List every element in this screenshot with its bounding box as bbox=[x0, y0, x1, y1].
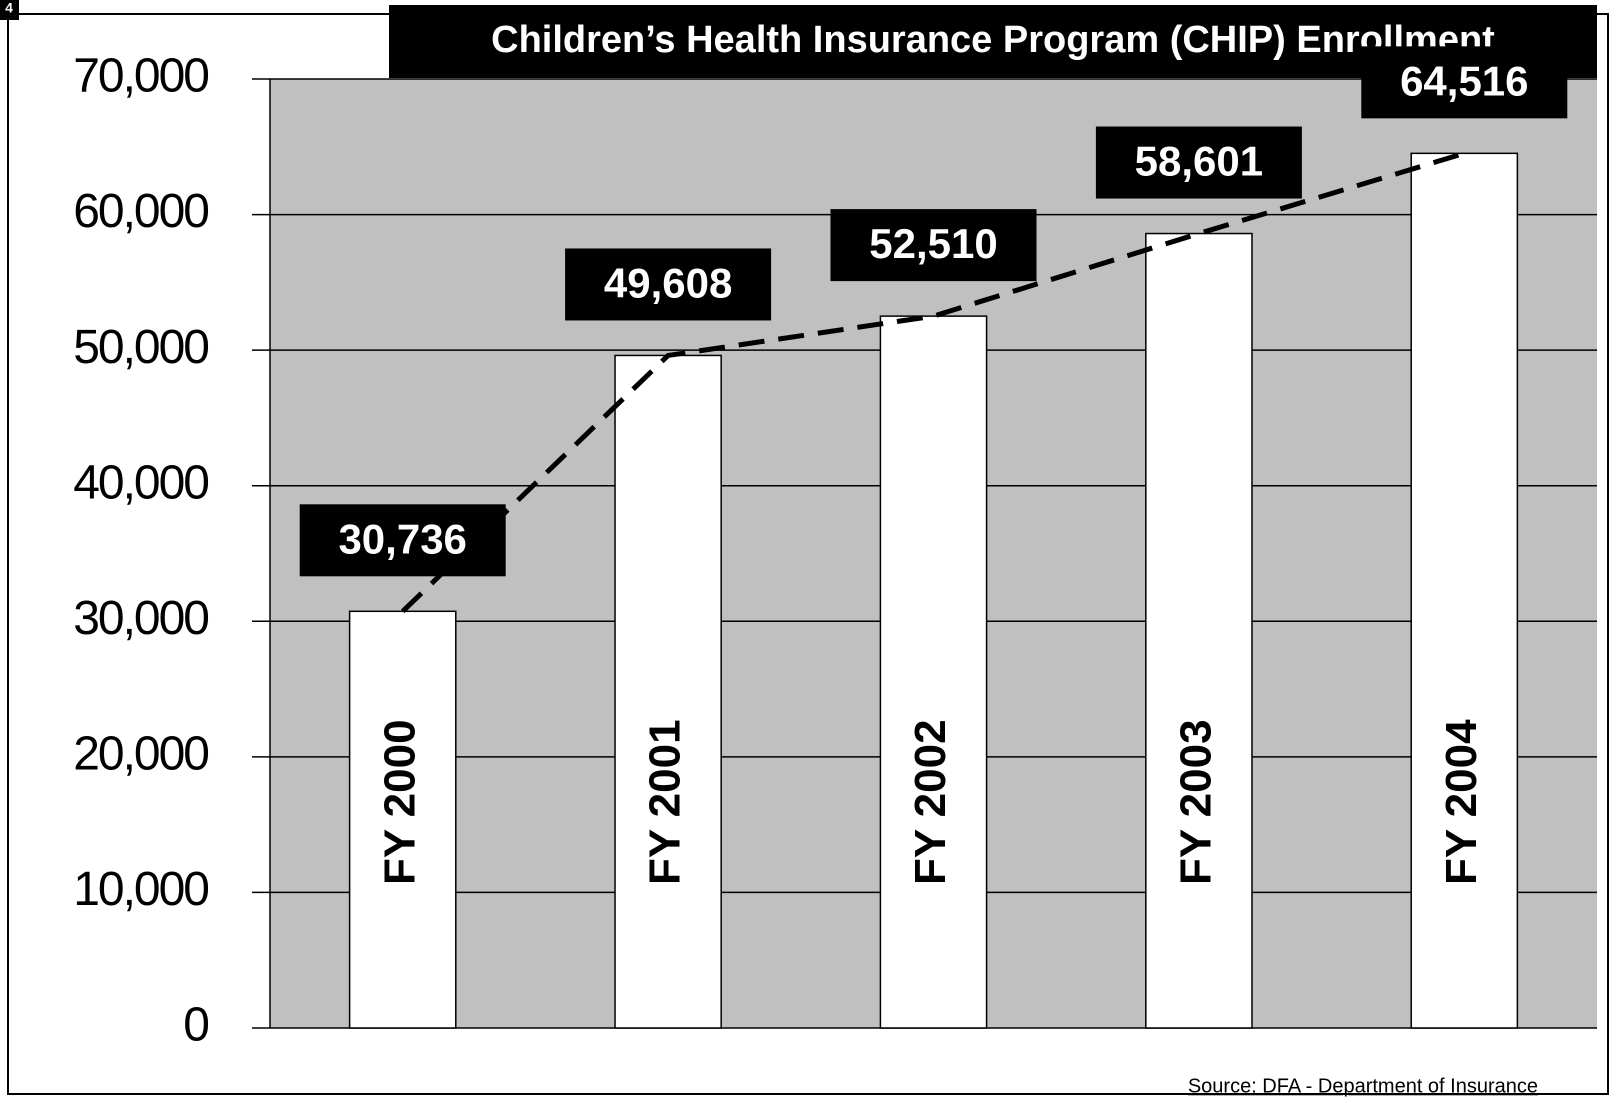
y-tick-label: 60,000 bbox=[73, 185, 208, 238]
y-tick-label: 10,000 bbox=[73, 863, 208, 916]
value-label-box bbox=[299, 504, 506, 577]
y-tick-label: 70,000 bbox=[73, 50, 208, 103]
bar bbox=[1145, 232, 1253, 1029]
category-label: FY 2000 bbox=[375, 719, 424, 885]
bar bbox=[614, 354, 722, 1029]
category-label: FY 2001 bbox=[641, 719, 690, 885]
value-label: 49,608 bbox=[604, 260, 732, 307]
y-tick-label: 20,000 bbox=[73, 728, 208, 781]
y-tick-label: 30,000 bbox=[73, 592, 208, 645]
category-label: FY 2004 bbox=[1437, 719, 1486, 885]
source: Source: DFA - Department of Insurance bbox=[1188, 1075, 1538, 1097]
category-label: FY 2003 bbox=[1172, 719, 1221, 885]
bar bbox=[879, 315, 988, 1029]
value-label: 30,736 bbox=[338, 515, 466, 562]
bar bbox=[1410, 152, 1519, 1029]
value-label-box bbox=[1361, 46, 1568, 119]
bar bbox=[348, 610, 457, 1029]
category-label: FY 2002 bbox=[906, 719, 955, 885]
value-label: 58,601 bbox=[1135, 138, 1263, 185]
value-label-box bbox=[830, 209, 1037, 282]
trend-line bbox=[400, 150, 1466, 614]
page-number-box bbox=[0, 0, 19, 20]
value-label-box bbox=[1095, 126, 1302, 199]
y-tick-label: 0 bbox=[183, 999, 208, 1052]
value-label-box bbox=[565, 248, 772, 321]
y-tick-label: 50,000 bbox=[73, 321, 208, 374]
value-label: 52,510 bbox=[869, 220, 997, 267]
y-tick-label: 40,000 bbox=[73, 456, 208, 509]
page-number: 4 bbox=[5, 0, 13, 16]
chart-title: Children’s Health Insurance Program (CHI… bbox=[491, 19, 1495, 61]
value-label: 64,516 bbox=[1400, 57, 1528, 104]
